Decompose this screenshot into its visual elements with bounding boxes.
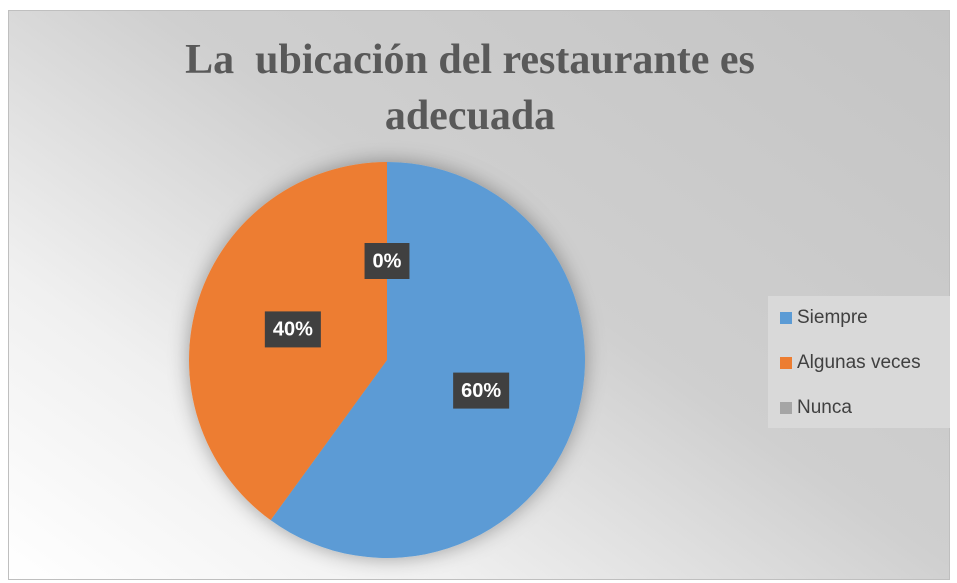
data-label-box	[453, 372, 510, 409]
legend-label: Nunca	[797, 397, 852, 418]
data-label: 0%	[373, 250, 402, 272]
legend-box	[768, 296, 950, 428]
legend-swatch	[780, 312, 792, 324]
pie	[189, 162, 586, 558]
data-label: 40%	[273, 319, 313, 341]
chart-title: La ubicación del restaurante es adecuada	[185, 37, 766, 139]
data-label-box	[364, 243, 410, 279]
legend-swatch	[780, 402, 792, 414]
legend-label: Siempre	[797, 307, 868, 328]
data-label: 60%	[461, 380, 501, 402]
legend-swatch	[780, 357, 792, 369]
data-label-box	[264, 311, 321, 348]
pie-slice	[270, 162, 586, 558]
legend-label: Algunas veces	[797, 352, 921, 373]
